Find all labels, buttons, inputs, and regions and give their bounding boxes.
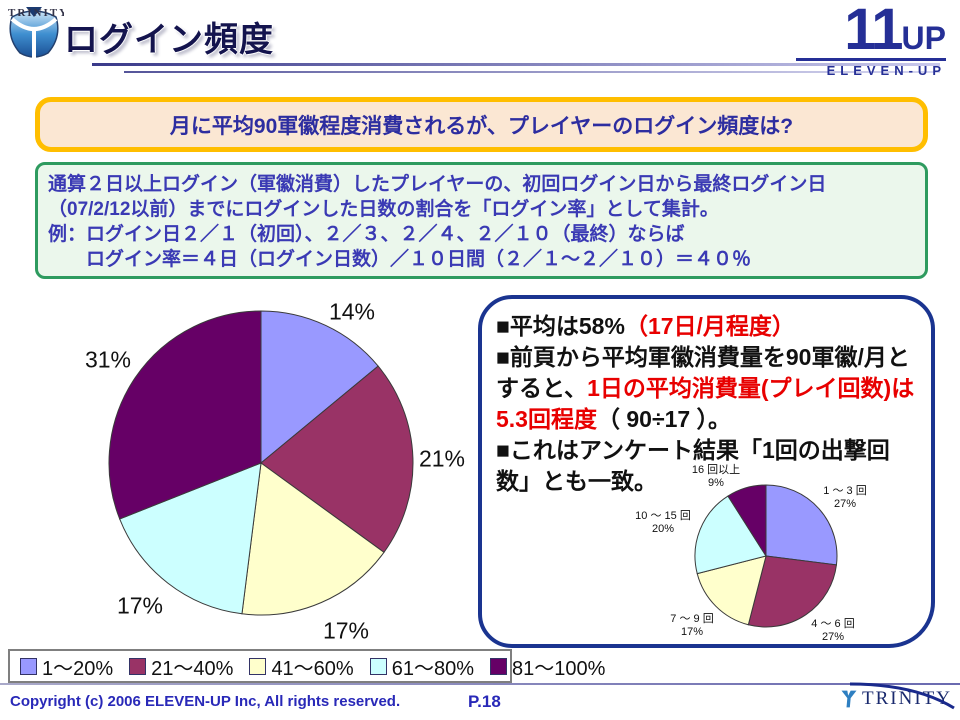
pie-label: 31% [84,346,132,373]
legend-label: 61～80% [391,657,474,680]
pie-slice-0 [260,310,379,465]
header-rule-top [92,63,940,66]
pie-label: 17% [322,617,370,644]
pie-slice-3 [694,495,767,575]
eleven-up-logo: 11UP ELEVEN-UP [796,1,946,78]
insight-highlight: （17日/月程度） [624,313,795,339]
insight-segment: ■前頁から平均軍徽消費量を90軍徽/月とすると、 [496,344,910,401]
pie-legend: 1～20% 21～40% 41～60% 61～80% 81～100% [8,649,605,683]
pie-label: 10 ～ 15 回 20% [635,510,691,536]
footer-divider [0,683,960,685]
definition-box: 通算２日以上ログイン（軍徽消費）したプレイヤーの、初回ログイン日から最終ログイン… [35,162,928,279]
brand-rule [796,58,946,61]
legend-swatch [249,657,267,675]
pie-label: 14% [328,298,376,325]
page-number: P.18 [468,692,501,711]
page-title: ログイン頻度 [64,21,274,59]
pie-slice-4 [108,310,262,520]
legend-item: 81～100% [490,652,605,681]
insight-segment: （ 90÷17 ）。 [596,406,732,432]
legend-label: 81～100% [512,657,606,680]
header-rule-bottom [124,71,940,73]
trinity-footer-text: TRINITY [862,688,952,709]
pie-label-pct: 27% [833,498,857,510]
insight-segment: ■平均は58% [496,313,625,339]
legend-swatch [490,657,507,675]
pie-slice-2 [696,555,767,626]
pie-label: 16 回以上 9% [692,464,740,490]
pie-label: 17% [116,592,164,619]
definition-line: （07/2/12以前）までにログインした日数の割合を「ログイン率」として集計。 [48,199,719,220]
footer-swoosh [850,682,955,710]
pie-slice-2 [241,462,385,616]
trinity-footer-logo: TRINITY [839,688,952,710]
definition-line: ログイン率＝４日（ログイン日数）／１０日間（２／１～２／１０）＝４０％ [48,249,752,270]
legend-item: 21～40% [129,652,233,681]
legend-swatch [129,657,147,675]
insight-paragraph: ■前頁から平均軍徽消費量を90軍徽/月とすると、1日の平均消費量(プレイ回数)は… [496,342,917,435]
insight-box: ■平均は58%（17日/月程度） ■前頁から平均軍徽消費量を90軍徽/月とすると、… [478,295,935,648]
sorties-pie-chart [694,484,838,628]
brand-11: 11 [844,0,903,62]
pie-label-range: 10 ～ 15 回 [635,510,691,522]
pie-label-range: 1 ～ 3 回 [823,485,867,497]
legend-label: 1～20% [42,657,114,680]
pie-label: 1 ～ 3 回 27% [823,485,866,511]
insight-paragraph: ■これはアンケート結果「1回の出撃回数」とも一致。 [496,435,917,497]
definition-line: 通算２日以上ログイン（軍徽消費）したプレイヤーの、初回ログイン日から最終ログイン… [48,174,827,195]
pie-label-pct: 9% [708,477,724,489]
legend-swatch [20,657,37,675]
pie-slice-1 [747,555,837,628]
pie-slice-0 [765,484,838,566]
question-text: 月に平均90軍徽程度消費されるが、プレイヤーのログイン頻度は? [169,114,794,138]
pie-label-range: 4 ～ 6 回 [811,618,855,630]
brand-subtitle: ELEVEN-UP [826,63,946,78]
legend-label: 21～40% [151,657,234,680]
pie-slice-3 [119,462,262,615]
legend-item: 1～20% [20,652,113,681]
pie-label-range: 7 ～ 9 回 [670,613,714,625]
trinity-glyph-icon [841,690,857,708]
legend-item: 61～80% [369,652,474,681]
trinity-logo-icon: TRINITY [8,7,64,59]
pie-label-pct: 20% [651,523,675,535]
question-box: 月に平均90軍徽程度消費されるが、プレイヤーのログイン頻度は? [35,97,928,152]
insight-paragraph: ■平均は58%（17日/月程度） [496,311,917,342]
insight-segment: ■これはアンケート結果「1回の出撃回数」とも一致。 [496,437,890,494]
legend-item: 41～60% [249,652,354,681]
pie-label: 21% [418,445,466,472]
legend-swatch [369,657,387,675]
pie-label: 7 ～ 9 回 17% [670,613,713,639]
pie-label: 4 ～ 6 回 27% [811,618,854,644]
login-rate-pie-chart [108,310,414,616]
insight-highlight: 1日の平均消費量(プレイ回数)は5.3回程度 [496,375,915,432]
definition-line: 例：ログイン日２／１（初回）、２／３、２／４、２／１０（最終）ならば [48,224,685,245]
pie-slice-1 [260,365,414,554]
brand-up: UP [901,20,946,56]
legend-label: 41～60% [271,657,354,680]
pie-label-pct: 27% [821,631,845,643]
pie-label-range: 16 回以上 [691,464,741,476]
pie-slice-4 [727,484,767,558]
pie-label-pct: 17% [680,626,704,638]
trinity-logo-text: TRINITY [8,7,64,19]
insight-text: ■平均は58%（17日/月程度） ■前頁から平均軍徽消費量を90軍徽/月とすると、… [496,311,917,497]
copyright-text: Copyright (c) 2006 ELEVEN-UP Inc, All ri… [10,693,401,710]
eleven-up-mark: 11UP [796,1,946,59]
